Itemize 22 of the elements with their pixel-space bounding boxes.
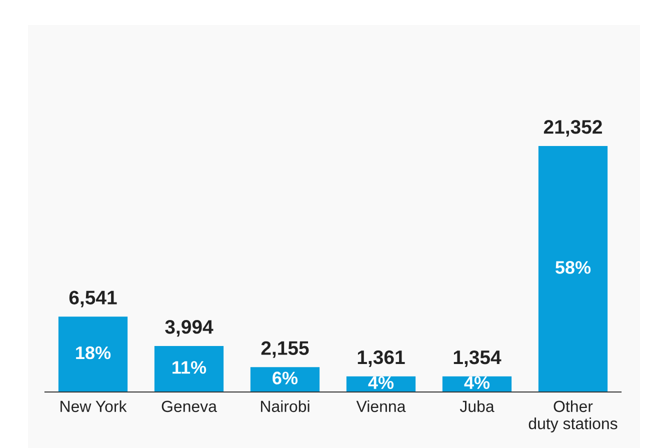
annotation: 11% <box>172 361 206 374</box>
x-tick-label: Vienna <box>356 400 406 412</box>
annotation: 4% <box>464 376 490 390</box>
x-tick-label: Juba <box>460 400 494 412</box>
data-label: 1,361 <box>358 350 405 367</box>
annotation: 4% <box>368 376 394 389</box>
annotation: 6% <box>272 372 298 384</box>
x-tick-label: Geneva <box>162 400 217 412</box>
annotation: 18% <box>76 346 111 360</box>
data-label: 1,354 <box>454 350 502 368</box>
bar <box>250 367 320 392</box>
x-tick-label: New York <box>60 400 127 412</box>
data-label: 3,994 <box>165 320 214 337</box>
bar <box>154 346 224 392</box>
bar <box>538 146 608 392</box>
data-label: 21,352 <box>544 120 602 137</box>
data-label: 6,541 <box>69 290 117 308</box>
bar <box>58 316 128 392</box>
annotation: 58% <box>555 261 591 274</box>
x-tick-label: Nairobi <box>261 400 310 412</box>
x-tick-label: Other duty stations <box>528 400 618 432</box>
data-label: 2,155 <box>261 341 309 358</box>
